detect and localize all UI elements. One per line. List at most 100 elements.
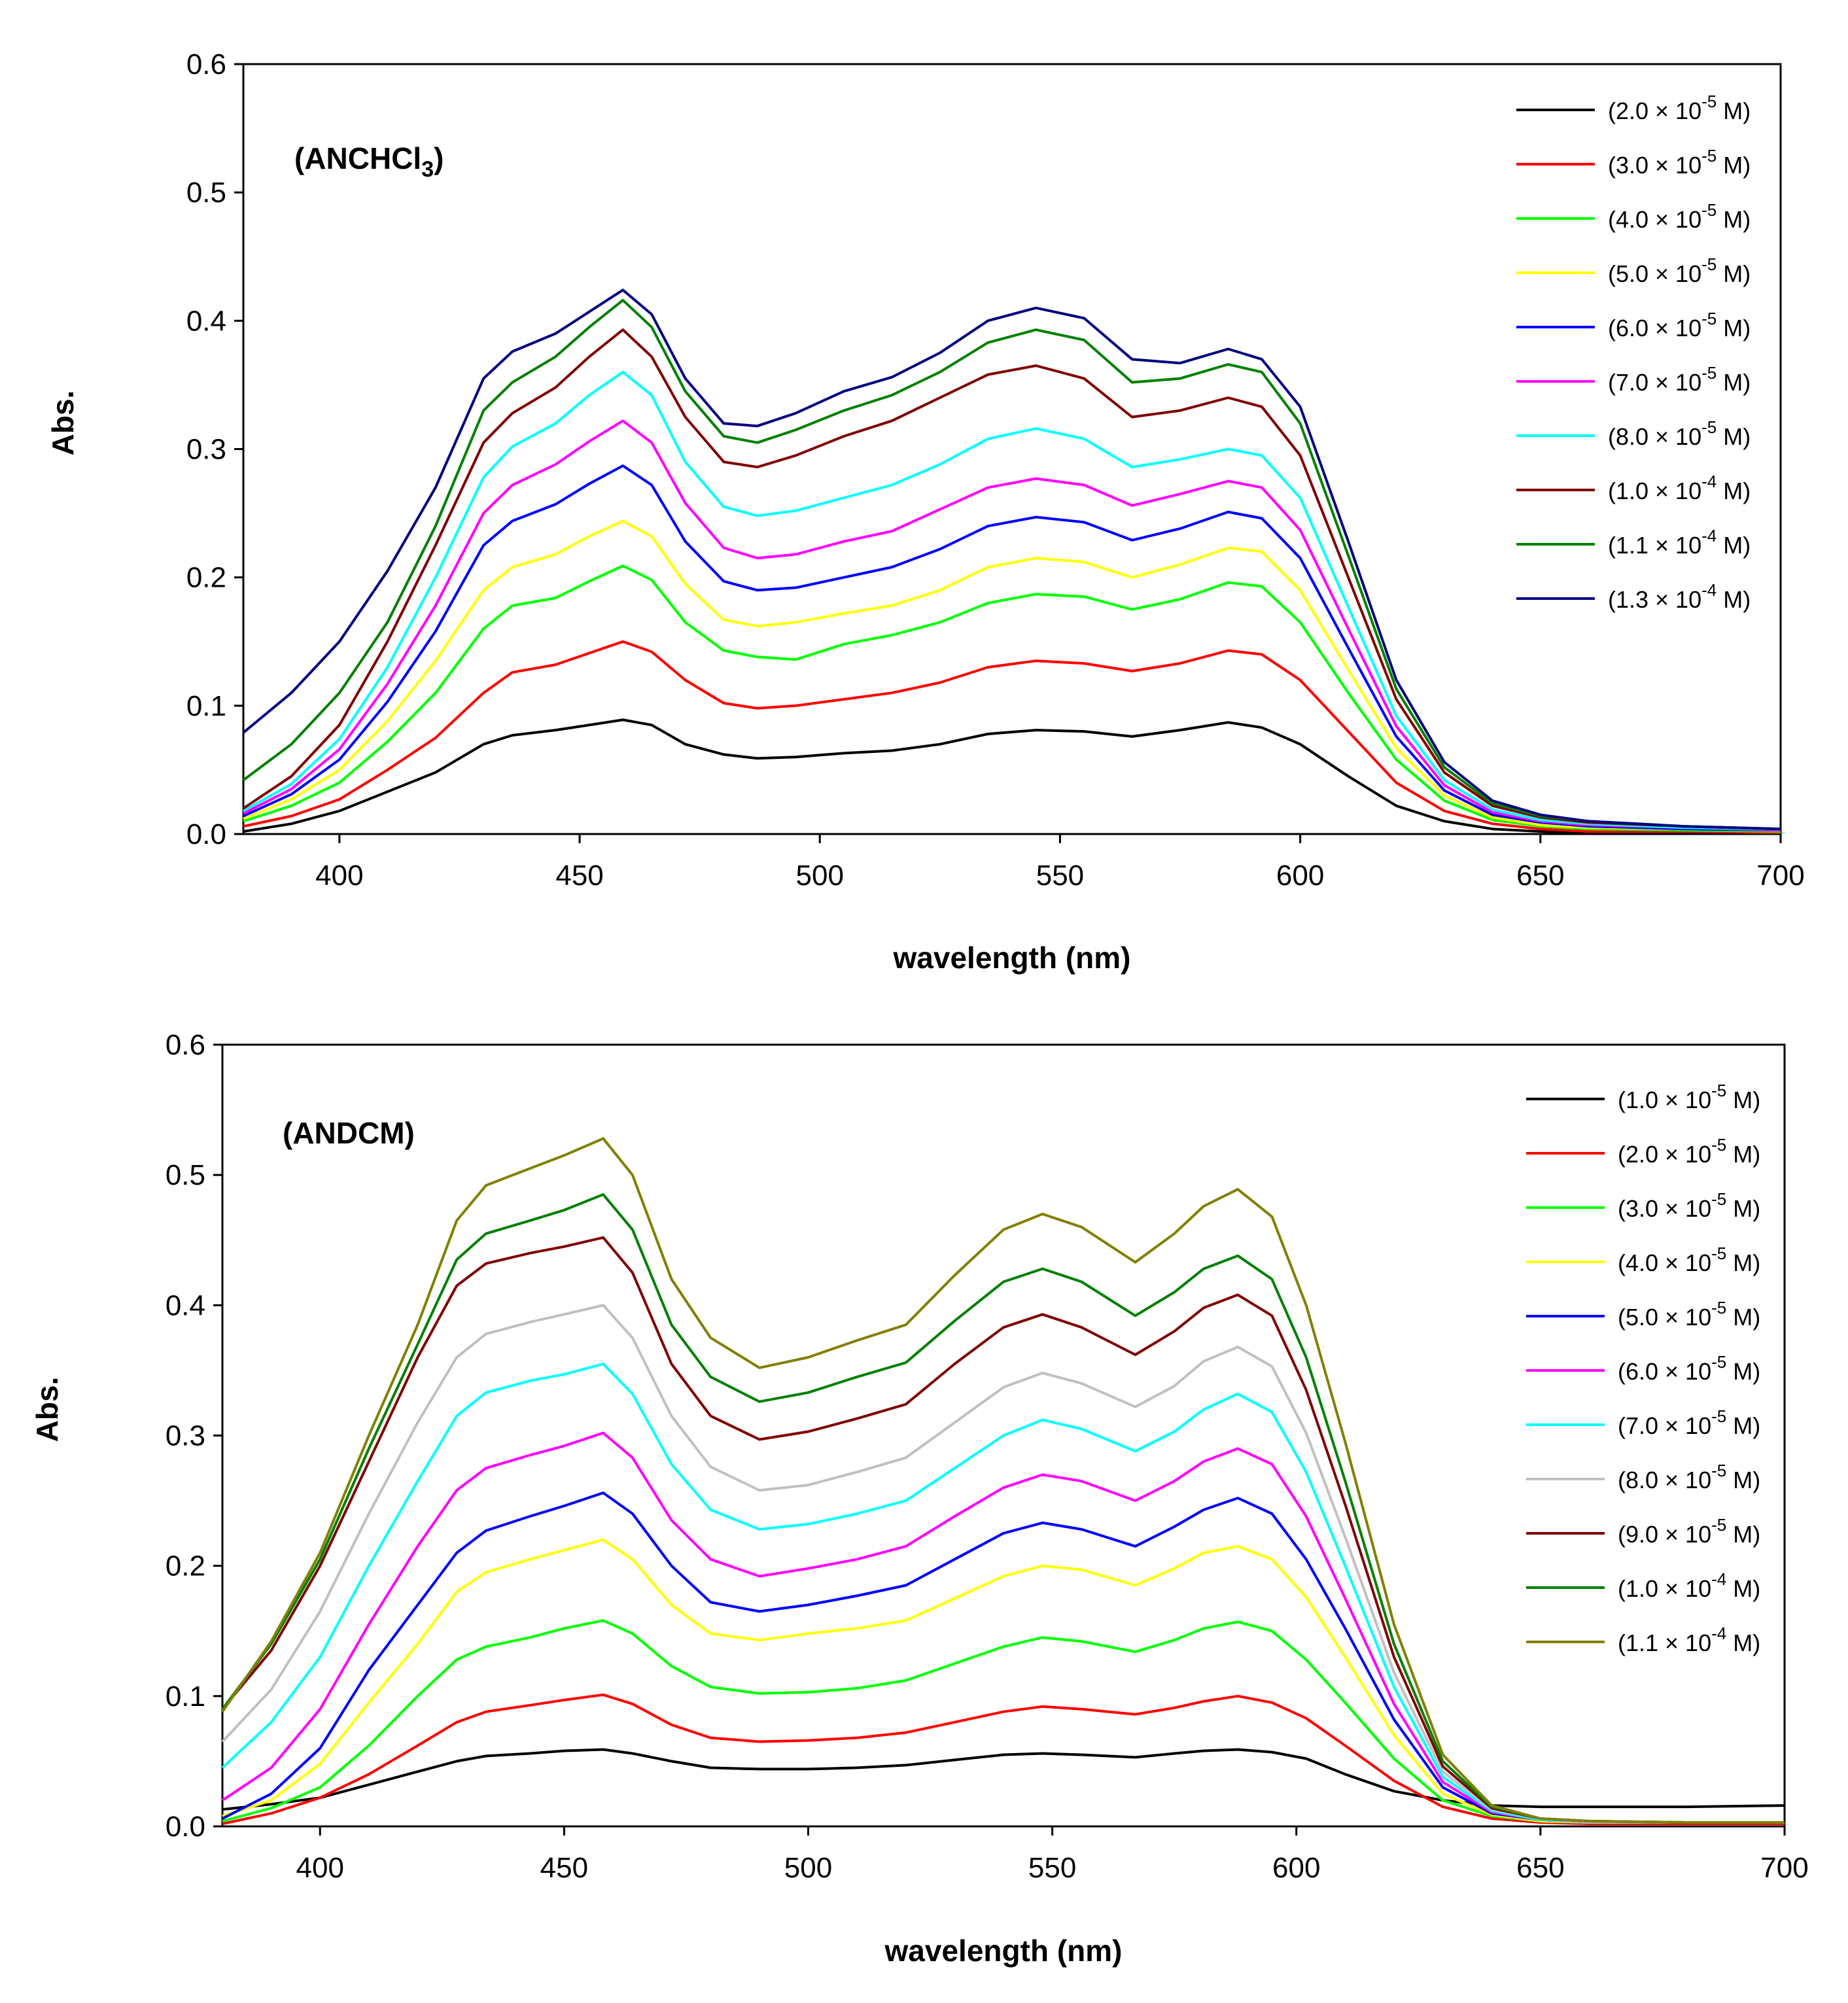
y-axis-label: Abs. — [46, 391, 80, 456]
series-line-10 — [242, 288, 1781, 831]
legend-item: (1.1 × 10-4 M) — [1526, 1624, 1760, 1656]
series-line-10 — [221, 1193, 1785, 1824]
x-tick-label: 500 — [796, 860, 844, 892]
chart-title: (ANDCM) — [283, 1116, 415, 1150]
x-tick-label: 650 — [1516, 1852, 1564, 1884]
series-line-11 — [221, 1137, 1785, 1824]
y-tick-label: 0.1 — [166, 1681, 205, 1713]
legend: (1.0 × 10-5 M) (2.0 × 10-5 M) (3.0 × 10-5 … — [1526, 1081, 1760, 1656]
y-tick-label: 0.6 — [166, 1029, 205, 1061]
series-line-1 — [222, 1748, 1785, 1811]
x-tick-label: 600 — [1276, 860, 1324, 892]
legend-item: (6.0 × 10-5 M) — [1526, 1352, 1760, 1385]
legend-label: (1.3 × 10-4 M) — [1608, 580, 1751, 613]
legend-label: (7.0 × 10-5 M) — [1608, 363, 1751, 396]
series-line-6 — [243, 419, 1781, 832]
legend-label: (6.0 × 10-5 M) — [1618, 1352, 1760, 1385]
series-line-7 — [243, 370, 1781, 831]
legend-label: (1.0 × 10-4 M) — [1618, 1569, 1760, 1602]
y-tick-label: 0.2 — [166, 1550, 205, 1582]
x-tick-label: 450 — [555, 860, 603, 892]
legend-label: (4.0 × 10-5 M) — [1618, 1244, 1760, 1276]
legend-label: (8.0 × 10-5 M) — [1618, 1461, 1760, 1493]
plot-frame — [242, 63, 1782, 835]
x-tick-label: 400 — [315, 860, 363, 892]
x-tick-label: 500 — [784, 1852, 832, 1884]
y-axis-ticks: 0.0 0.1 0.2 0.3 0.4 0.5 0.6 — [166, 1029, 222, 1843]
legend-label: (5.0 × 10-5 M) — [1608, 254, 1751, 287]
x-axis-ticks: 400 450 500 550 600 650 700 — [315, 834, 1805, 892]
legend-label: (1.1 × 10-4 M) — [1618, 1624, 1760, 1656]
series-line-8 — [242, 328, 1781, 831]
legend-item: (1.0 × 10-4 M) — [1526, 1569, 1760, 1602]
legend-item: (9.0 × 10-5 M) — [1526, 1515, 1760, 1548]
legend-label: (4.0 × 10-5 M) — [1608, 200, 1751, 233]
series-line-4 — [243, 519, 1781, 832]
x-tick-label: 600 — [1272, 1852, 1320, 1884]
series-line-5 — [243, 464, 1781, 832]
legend-label: (2.0 × 10-5 M) — [1608, 92, 1751, 124]
y-tick-label: 0.3 — [186, 434, 226, 466]
legend-item: (7.0 × 10-5 M) — [1526, 1406, 1760, 1439]
legend-label: (3.0 × 10-5 M) — [1618, 1189, 1760, 1222]
y-tick-label: 0.2 — [186, 562, 226, 594]
legend-label: (1.1 × 10-4 M) — [1608, 526, 1751, 559]
legend-item: (5.0 × 10-5 M) — [1526, 1298, 1760, 1331]
legend-item: (8.0 × 10-5 M) — [1526, 1461, 1760, 1493]
x-tick-label: 700 — [1760, 1852, 1808, 1884]
series-line-4 — [222, 1538, 1785, 1824]
x-tick-label: 700 — [1756, 860, 1804, 892]
legend-label: (9.0 × 10-5 M) — [1618, 1515, 1760, 1548]
legend-label: (1.0 × 10-4 M) — [1608, 472, 1751, 504]
legend-label: (8.0 × 10-5 M) — [1608, 417, 1751, 450]
x-tick-label: 550 — [1028, 1852, 1076, 1884]
chart-panel-andcm: 0.0 0.1 0.2 0.3 0.4 0.5 0.6 400 450 500 550 600 650… — [30, 1029, 1809, 1968]
legend-item: (3.0 × 10-5 M) — [1526, 1189, 1760, 1222]
legend-item: (4.0 × 10-5 M) — [1516, 200, 1751, 233]
y-axis-label: Abs. — [30, 1377, 64, 1442]
legend-label: (5.0 × 10-5 M) — [1618, 1298, 1760, 1331]
legend-item: (3.0 × 10-5 M) — [1516, 146, 1751, 179]
series-line-9 — [242, 298, 1781, 831]
x-tick-label: 550 — [1036, 860, 1084, 892]
y-tick-label: 0.0 — [186, 818, 226, 850]
legend-label: (3.0 × 10-5 M) — [1608, 146, 1751, 179]
x-axis-ticks: 400 450 500 550 600 650 700 — [296, 1826, 1809, 1884]
series-line-2 — [222, 1693, 1785, 1825]
y-axis-ticks: 0.0 0.1 0.2 0.3 0.4 0.5 0.6 — [186, 48, 243, 850]
legend-label: (1.0 × 10-5 M) — [1618, 1081, 1760, 1113]
x-axis-label: wavelength (nm) — [884, 1934, 1123, 1968]
legend: (2.0 × 10-5 M) (3.0 × 10-5 M) (4.0 × 10-5 … — [1516, 92, 1751, 613]
x-tick-label: 400 — [296, 1852, 344, 1884]
series-line-6 — [221, 1431, 1785, 1824]
legend-item: (2.0 × 10-5 M) — [1526, 1135, 1760, 1168]
legend-item: (7.0 × 10-5 M) — [1516, 363, 1751, 396]
series-lines — [242, 288, 1781, 834]
series-line-3 — [243, 565, 1781, 833]
series-line-2 — [243, 640, 1781, 834]
series-line-5 — [222, 1491, 1785, 1824]
y-tick-label: 0.3 — [166, 1420, 205, 1452]
x-tick-label: 650 — [1516, 860, 1564, 892]
y-tick-label: 0.1 — [186, 690, 226, 722]
y-tick-label: 0.5 — [166, 1159, 205, 1191]
series-line-8 — [221, 1304, 1785, 1824]
series-line-7 — [221, 1363, 1785, 1824]
legend-label: (6.0 × 10-5 M) — [1608, 309, 1751, 341]
y-tick-label: 0.4 — [166, 1289, 205, 1321]
legend-label: (2.0 × 10-5 M) — [1618, 1135, 1760, 1168]
y-tick-label: 0.0 — [166, 1811, 205, 1843]
legend-item: (8.0 × 10-5 M) — [1516, 417, 1751, 450]
legend-item: (1.3 × 10-4 M) — [1516, 580, 1751, 613]
legend-item: (2.0 × 10-5 M) — [1516, 92, 1751, 124]
series-line-3 — [222, 1619, 1785, 1824]
legend-item: (5.0 × 10-5 M) — [1516, 254, 1751, 287]
series-line-1 — [243, 718, 1781, 834]
chart-panel-anchcl3: 0.0 0.1 0.2 0.3 0.4 0.5 0.6 400 450 500 550 600 650… — [46, 48, 1805, 975]
chart-title: (ANCHCl3) — [294, 141, 444, 182]
legend-item: (6.0 × 10-5 M) — [1516, 309, 1751, 341]
x-axis-label: wavelength (nm) — [893, 941, 1131, 975]
series-line-9 — [221, 1236, 1785, 1824]
legend-item: (4.0 × 10-5 M) — [1526, 1244, 1760, 1276]
